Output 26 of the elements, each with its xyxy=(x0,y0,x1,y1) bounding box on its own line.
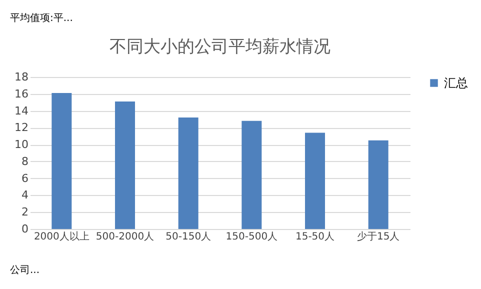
y-tick-label: 16 xyxy=(14,87,28,100)
bar xyxy=(242,120,262,229)
text: 平均值项:平... xyxy=(10,12,73,24)
x-tick-label: 2000人以上 xyxy=(34,230,90,242)
x-tick-label: 500-2000人 xyxy=(96,232,154,242)
y-tick-label: 14 xyxy=(14,104,28,118)
y-tick-label: 12 xyxy=(14,121,28,134)
bar xyxy=(178,118,198,229)
bar xyxy=(115,101,135,229)
x-tick-label: 15-50人 xyxy=(295,232,335,242)
x-tick-label: 150-500人 xyxy=(226,232,278,242)
bar xyxy=(305,132,325,229)
x-tick-label: 少于15人 xyxy=(356,230,400,242)
bar xyxy=(52,93,72,229)
y-tick-label: 18 xyxy=(14,70,28,84)
y-tick-label: 2 xyxy=(22,206,28,219)
chart-title: 不同大小的公司平均薪水情况 xyxy=(110,37,330,57)
y-tick-label: 10 xyxy=(14,138,28,152)
y-tick-label: 0 xyxy=(22,222,28,236)
legend-label: 汇总 xyxy=(444,76,468,90)
y-tick-label: 6 xyxy=(22,172,28,185)
y-tick-label: 4 xyxy=(22,188,28,202)
bar xyxy=(368,140,388,229)
x-tick-label: 50-150人 xyxy=(166,232,212,242)
y-tick-label: 8 xyxy=(22,154,28,168)
text: 公司... xyxy=(10,264,40,276)
